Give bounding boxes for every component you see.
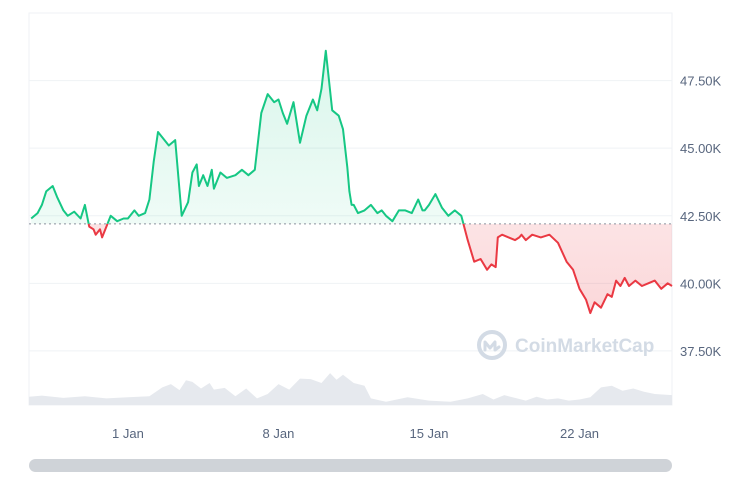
x-tick-label: 8 Jan: [263, 426, 295, 441]
x-axis: 1 Jan 8 Jan 15 Jan 22 Jan: [112, 426, 599, 441]
price-line-up: [30, 49, 465, 224]
x-tick-label: 22 Jan: [560, 426, 599, 441]
y-tick-label: 45.00K: [680, 141, 722, 156]
price-fill-down: [31, 223, 672, 314]
coinmarketcap-logo-icon: [477, 330, 507, 360]
price-line-down: [87, 223, 673, 315]
y-tick-label: 42.50K: [680, 209, 722, 224]
y-tick-label: 40.00K: [680, 276, 722, 291]
x-tick-label: 15 Jan: [409, 426, 448, 441]
volume-shape: [29, 373, 672, 405]
y-tick-label: 47.50K: [680, 74, 722, 89]
y-tick-label: 37.50K: [680, 344, 722, 359]
watermark: CoinMarketCap: [477, 330, 654, 360]
watermark-text: CoinMarketCap: [515, 336, 654, 357]
y-axis: 37.50K 40.00K 42.50K 45.00K 47.50K: [680, 74, 722, 359]
volume-area: [29, 373, 672, 405]
price-line: [30, 49, 673, 315]
price-fill: [31, 50, 672, 314]
scrollbar-thumb[interactable]: [29, 459, 672, 472]
x-tick-label: 1 Jan: [112, 426, 144, 441]
chart-scrollbar[interactable]: [29, 459, 672, 472]
